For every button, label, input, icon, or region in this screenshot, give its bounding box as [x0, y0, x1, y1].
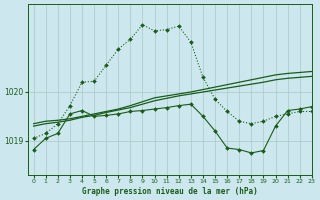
X-axis label: Graphe pression niveau de la mer (hPa): Graphe pression niveau de la mer (hPa) — [82, 187, 258, 196]
